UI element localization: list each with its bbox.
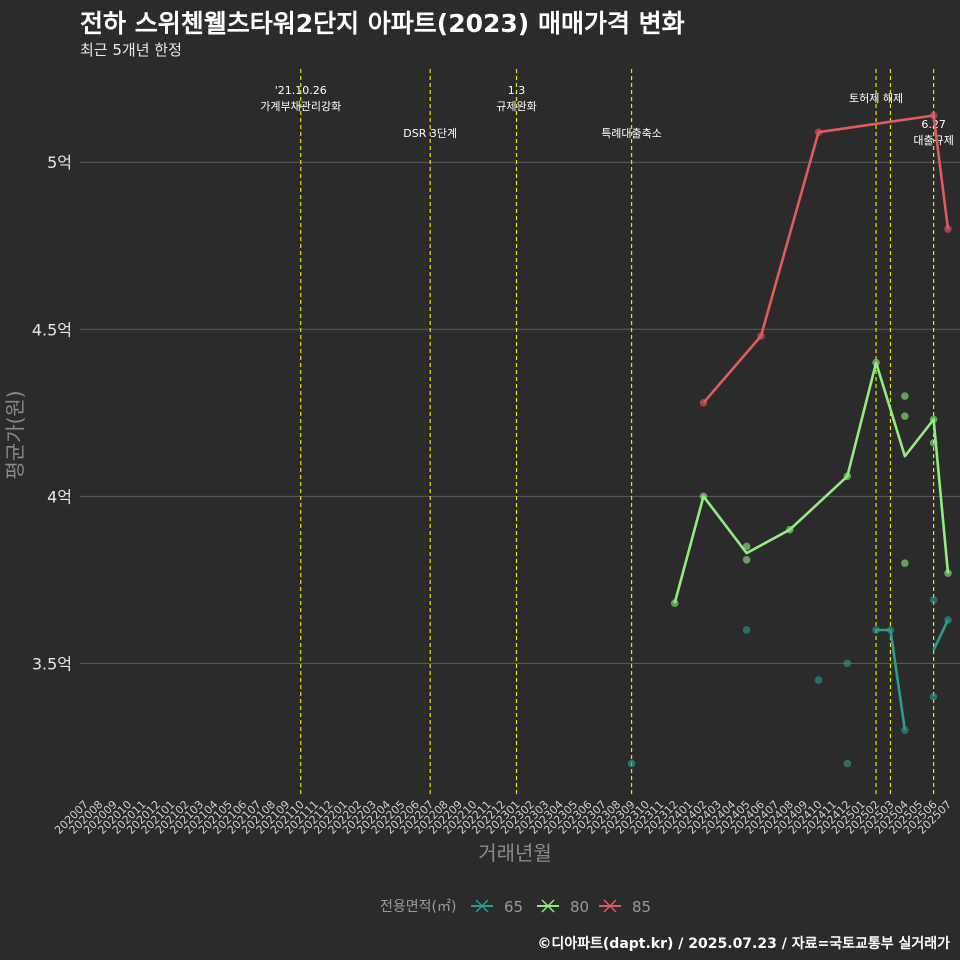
y-tick-label: 3.5억 [32, 654, 72, 673]
series-80-point [944, 569, 952, 577]
series-85-line [702, 114, 950, 404]
event-label: 가계부채관리강화 [260, 100, 341, 113]
series-65-point [843, 759, 852, 768]
legend-key-mark [475, 899, 489, 913]
series-85-point [929, 111, 938, 120]
series-80-point [901, 392, 909, 400]
series-80-point [901, 412, 909, 420]
chart-subtitle: 최근 5개년 한정 [80, 41, 182, 59]
y-axis-label: 평균가(원) [3, 390, 27, 479]
x-axis-label: 거래년월 [478, 841, 552, 865]
event-label: '21.10.26 [275, 84, 327, 97]
series-80-point [670, 599, 679, 608]
series-65-point [944, 616, 952, 624]
series-85-point [699, 398, 708, 407]
y-tick-label: 4억 [47, 487, 72, 506]
source-caption: ©디아파트(dapt.kr) / 2025.07.23 / 자료=국토교통부 실… [537, 936, 950, 952]
series-65-point [901, 726, 909, 734]
series-65-point [843, 659, 852, 668]
event-label: 특례대출축소 [601, 127, 662, 140]
series-65-line-segment [932, 619, 950, 651]
y-tick-label: 5억 [47, 153, 72, 172]
y-axis-ticks: 3.5억 4억 4.5억 5억 [32, 153, 72, 673]
series-65-point [929, 596, 938, 604]
legend-label-65: 65 [504, 898, 523, 916]
series-65-point [872, 626, 880, 634]
chart-title: 전하 스위첸웰츠타워2단지 아파트(2023) 매매가격 변화 [80, 9, 685, 38]
data-series [627, 111, 952, 768]
series-85-point [757, 332, 765, 340]
legend-key-mark [603, 899, 617, 913]
event-label: DSR 3단계 [403, 127, 457, 140]
y-tick-label: 4.5억 [32, 320, 72, 339]
event-label: 대출규제 [913, 134, 953, 147]
series-80-point [843, 472, 852, 481]
event-label: 규제완화 [496, 100, 536, 113]
legend-label-80: 80 [570, 898, 589, 916]
series-65-point [814, 676, 823, 684]
series-65-point [742, 626, 751, 634]
series-80-point [785, 525, 794, 534]
series-85-point [944, 225, 952, 233]
legend-key-mark [541, 899, 555, 913]
legend-label-85: 85 [632, 898, 651, 916]
series-80-point [699, 492, 708, 501]
grid-lines [80, 161, 960, 664]
series-65-point [886, 626, 895, 634]
series-80-point [742, 542, 751, 551]
series-85-point [814, 128, 823, 136]
legend-title: 전용면적(㎡) [380, 899, 456, 915]
legend: 전용면적(㎡) 65 80 85 [380, 898, 651, 916]
series-80-point [872, 358, 880, 367]
series-65-point [929, 692, 938, 701]
event-label: 1.3 [508, 84, 526, 97]
series-80-point [901, 559, 909, 567]
event-label: 토허제 해제 [849, 91, 903, 105]
series-80-point [929, 415, 938, 424]
series-65-point [627, 759, 636, 768]
series-80-point [742, 555, 751, 564]
series-80-point [929, 439, 938, 447]
x-axis-ticks: 2020072020082020092020102020112020122021… [52, 798, 954, 837]
